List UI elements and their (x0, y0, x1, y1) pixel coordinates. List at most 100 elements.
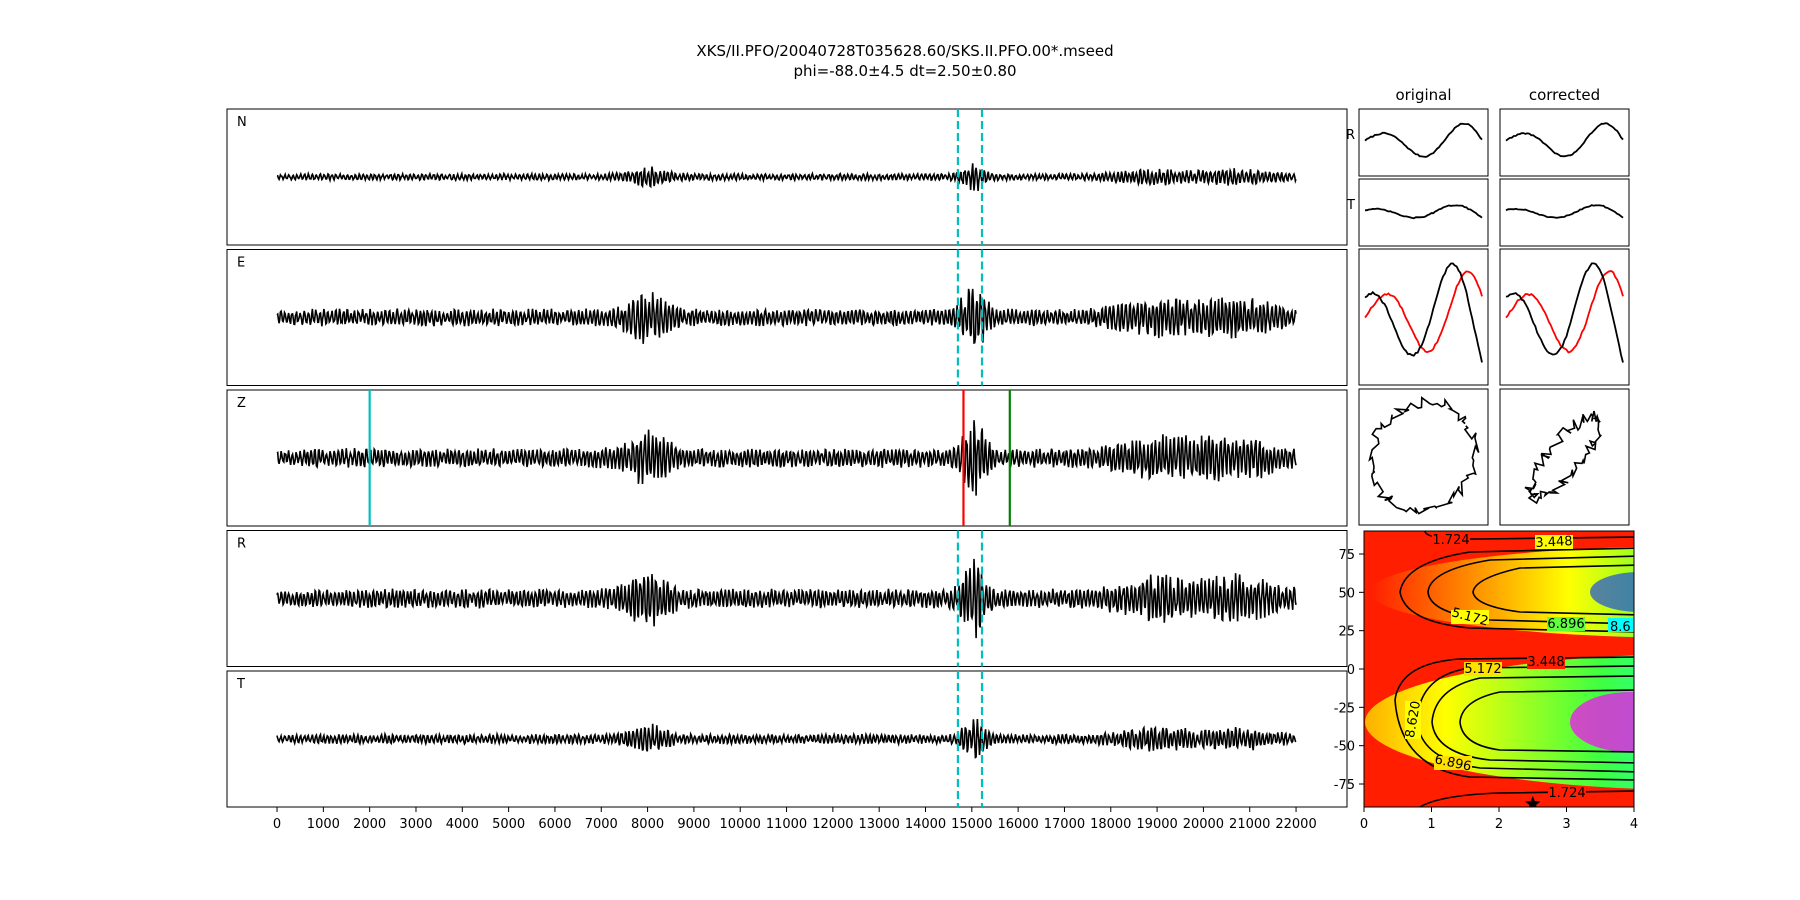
seismogram-trace (276, 718, 1297, 759)
time-axis: 0 1000 2000 3000 4000 5000 6000 7000 8000 9000 100… (273, 807, 1317, 832)
contour-label: 3.448 (1527, 655, 1564, 670)
contour-labels: 1.724 3.448 5.172 6.896 3.448 5.172 8.62… (1403, 532, 1634, 801)
upper-lobe-core (1590, 572, 1634, 612)
pm-frame (1499, 108, 1630, 177)
pm-trace (1505, 262, 1624, 363)
contour-label: 3.448 (1535, 534, 1573, 551)
pm-trace (1505, 270, 1624, 354)
pm-panel (1358, 388, 1489, 526)
pm-trace (1364, 122, 1483, 158)
lower-lobe (1365, 655, 1634, 789)
x-tick-label: 8000 (631, 817, 664, 832)
pm-column-title: original (1395, 86, 1451, 104)
x-tick-label: 10000 (720, 817, 761, 832)
trace-label: E (237, 256, 245, 271)
pm-trace (1524, 410, 1602, 505)
x-tick-label: 0 (273, 817, 281, 832)
trace-panel-n: N (226, 108, 1348, 246)
pm-panel (1499, 108, 1630, 177)
trace-panel-z: Z (226, 389, 1348, 527)
map-y-tick-label: 25 (1338, 625, 1355, 640)
map-y-tick-label: 0 (1347, 663, 1355, 678)
map-x-tick-label: 2 (1495, 817, 1503, 832)
pm-trace (1364, 204, 1483, 220)
figure-title: XKS/II.PFO/20040728T035628.60/SKS.II.PFO… (696, 42, 1113, 60)
pm-column-title: corrected (1529, 86, 1600, 104)
pm-trace (1505, 204, 1624, 219)
x-tick-label: 18000 (1090, 817, 1131, 832)
seismogram-trace (276, 163, 1297, 191)
pm-frame (1358, 178, 1489, 247)
map-y-tick-label: 75 (1338, 548, 1355, 563)
misfit-map: 1.724 3.448 5.172 6.896 3.448 5.172 8.62… (1334, 530, 1638, 832)
x-tick-label: 14000 (905, 817, 946, 832)
particle-motion-panels: original corrected R T (1346, 86, 1630, 526)
pm-panel (1358, 108, 1489, 177)
contour-label: 6.896 (1547, 617, 1584, 632)
map-y-tick-label: 50 (1338, 586, 1355, 601)
map-x-tick-label: 1 (1427, 817, 1435, 832)
x-tick-label: 9000 (677, 817, 710, 832)
x-tick-label: 19000 (1136, 817, 1177, 832)
map-x-tick-label: 4 (1630, 817, 1638, 832)
contour-label: 5.172 (1464, 662, 1501, 677)
map-x-tick-label: 3 (1562, 817, 1570, 832)
map-ticks: 0 1 2 3 4 75 50 25 0 -25 -50 -75 (1334, 548, 1638, 832)
seismogram-trace (276, 420, 1297, 496)
pm-panel (1499, 178, 1630, 247)
contour-label: 1.724 (1548, 786, 1585, 801)
figure-subtitle: phi=-88.0±4.5 dt=2.50±0.80 (793, 62, 1016, 80)
x-tick-label: 17000 (1044, 817, 1085, 832)
x-tick-label: 5000 (492, 817, 525, 832)
seismogram-trace (276, 288, 1297, 345)
pm-trace (1505, 122, 1624, 158)
trace-label: R (237, 537, 246, 552)
pm-row-label: T (1346, 198, 1355, 213)
trace-panels: N E Z R T (226, 108, 1348, 808)
x-tick-label: 21000 (1229, 817, 1270, 832)
pm-panel (1499, 388, 1630, 526)
contour-label: 8.6 (1610, 620, 1631, 635)
pm-frame (1499, 178, 1630, 247)
pm-frame (1358, 248, 1489, 386)
x-tick-label: 4000 (446, 817, 479, 832)
map-y-tick-label: -50 (1334, 740, 1355, 755)
x-tick-label: 15000 (951, 817, 992, 832)
pm-frame (1499, 388, 1630, 526)
x-tick-label: 3000 (399, 817, 432, 832)
pm-trace (1364, 262, 1483, 363)
pm-trace (1364, 270, 1483, 354)
x-tick-label: 13000 (858, 817, 899, 832)
pm-row-label: R (1346, 128, 1355, 143)
pm-panel (1358, 248, 1489, 386)
x-tick-label: 16000 (997, 817, 1038, 832)
x-tick-label: 20000 (1183, 817, 1224, 832)
best-fit-star (1525, 795, 1541, 807)
x-tick-label: 22000 (1275, 817, 1316, 832)
pm-panel (1358, 178, 1489, 247)
x-tick-label: 1000 (307, 817, 340, 832)
trace-label: Z (237, 396, 246, 411)
pm-frame (1499, 248, 1630, 386)
upper-lobe (1370, 546, 1634, 638)
x-tick-label: 2000 (353, 817, 386, 832)
seismogram-trace (276, 558, 1297, 639)
lower-lobe-core (1570, 692, 1634, 752)
pm-frame (1358, 388, 1489, 526)
x-tick-label: 7000 (585, 817, 618, 832)
pm-panel (1499, 248, 1630, 386)
x-tick-label: 12000 (812, 817, 853, 832)
trace-panel-t: T (226, 670, 1348, 808)
x-tick-label: 11000 (766, 817, 807, 832)
x-tick-label: 6000 (538, 817, 571, 832)
map-y-tick-label: -25 (1334, 701, 1355, 716)
contour-label: 1.724 (1432, 533, 1469, 548)
map-y-tick-label: -75 (1334, 778, 1355, 793)
contour-label: 8.620 (1403, 700, 1424, 739)
map-x-tick-label: 0 (1360, 817, 1368, 832)
trace-label: T (236, 677, 245, 692)
trace-label: N (237, 115, 247, 130)
pm-trace (1368, 396, 1480, 515)
pm-frame (1358, 108, 1489, 177)
